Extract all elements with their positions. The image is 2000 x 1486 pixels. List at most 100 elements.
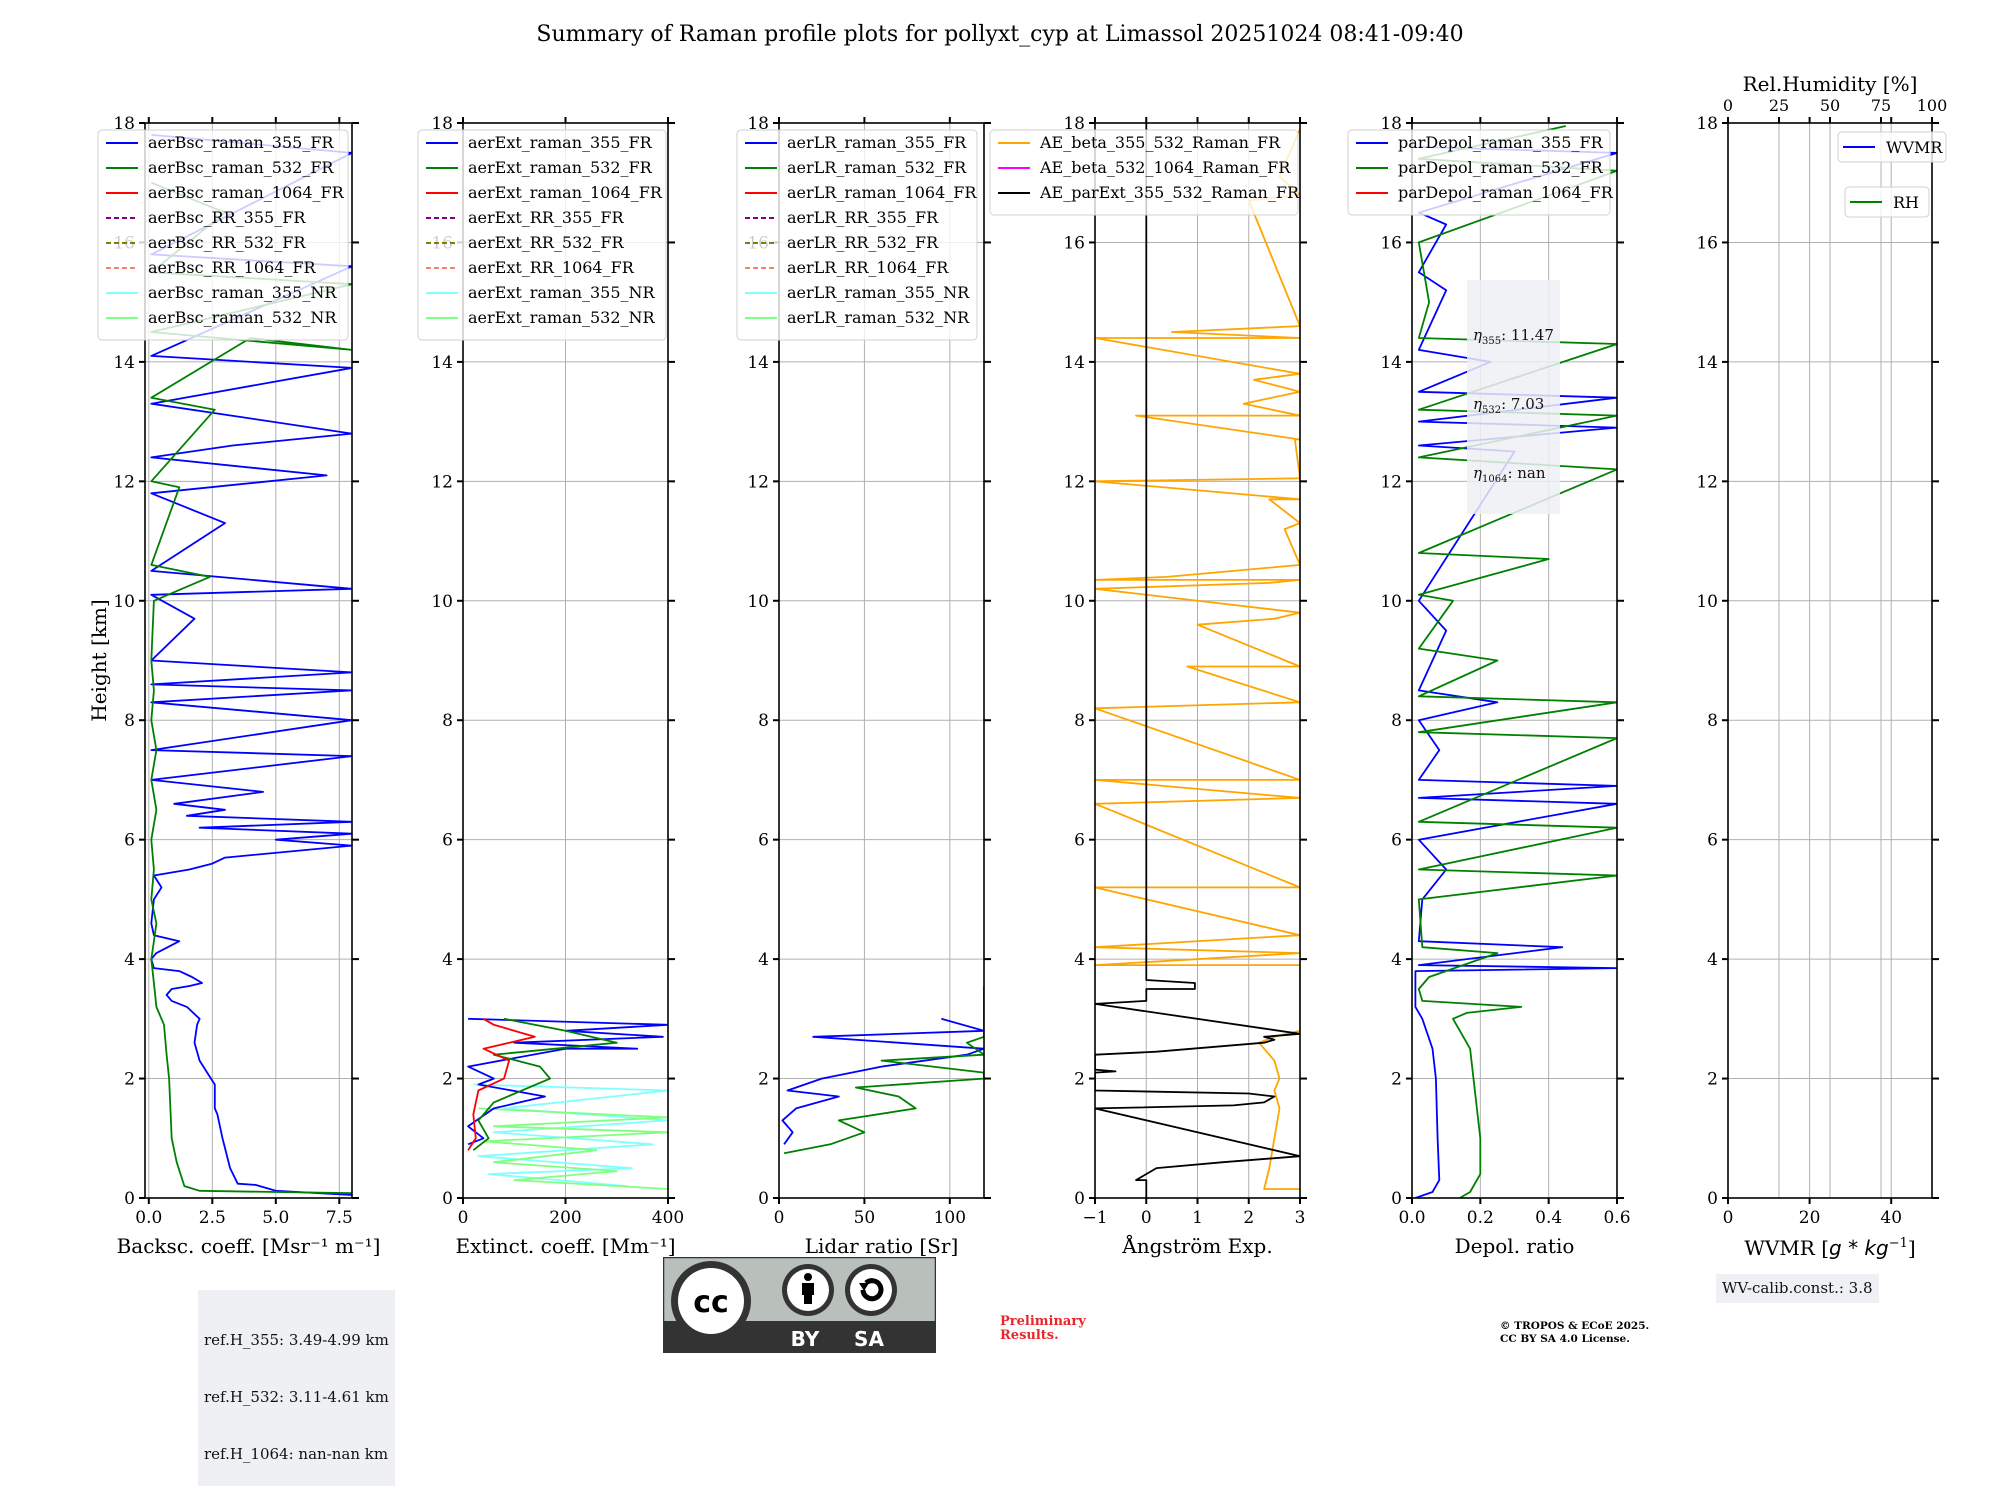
reference-heights-box: ref.H_355: 3.49-4.99 km ref.H_532: 3.11-… xyxy=(198,1290,395,1486)
y-tick-label: 16 xyxy=(1696,233,1718,253)
y-tick-label: 10 xyxy=(747,592,769,612)
svg-text:BY: BY xyxy=(791,1327,820,1351)
y-tick-label: 0 xyxy=(1391,1189,1402,1209)
legend-label: aerExt_RR_355_FR xyxy=(468,208,625,227)
y-tick-label: 6 xyxy=(1074,831,1085,851)
y-tick-label: 12 xyxy=(1380,472,1402,492)
y-tick-label: 14 xyxy=(1696,353,1718,373)
legend-label: aerLR_RR_355_FR xyxy=(787,208,939,227)
top-x-tick-label: 0 xyxy=(1723,96,1733,115)
eta-1064: η1064: nan xyxy=(1473,464,1546,485)
legend-label: aerBsc_RR_532_FR xyxy=(148,233,306,252)
x-tick-label: 0.0 xyxy=(1398,1208,1425,1228)
axes-frame xyxy=(778,122,985,1199)
legend-box xyxy=(736,129,978,341)
panel-extinction: 0200400024681012141618Extinct. coeff. [M… xyxy=(417,114,684,1258)
y-tick-label: 2 xyxy=(1391,1070,1402,1090)
panel-depol: 0.0 0.2 0.4 0.6 0 2 4 6 8 10 12 14 16 18 Depol. ratio p… xyxy=(1347,114,1631,1258)
x-tick-label: 2 xyxy=(1243,1208,1254,1228)
y-tick-label: 4 xyxy=(758,950,769,970)
x-tick-label: 400 xyxy=(652,1208,684,1228)
eta-355: η355: 11.47 xyxy=(1473,326,1554,347)
y-tick-label: 2 xyxy=(1074,1070,1085,1090)
figure-title: Summary of Raman profile plots for polly… xyxy=(536,22,1464,47)
eta-box: η355: 11.47 η532: 7.03 η1064: nan xyxy=(1467,280,1560,514)
y-tick-label: 12 xyxy=(113,472,135,492)
legend-label: aerExt_raman_1064_FR xyxy=(468,183,663,202)
x-tick-label: 40 xyxy=(1880,1208,1902,1228)
y-tick-label: 4 xyxy=(442,950,453,970)
y-tick-label: 2 xyxy=(442,1070,453,1090)
y-tick-label: 14 xyxy=(747,353,769,373)
y-tick-label: 10 xyxy=(113,592,135,612)
series-parDepol_raman_355_FR xyxy=(1414,146,1617,1198)
legend-label: aerLR_raman_355_FR xyxy=(787,133,967,152)
y-tick-label: 6 xyxy=(1707,831,1718,851)
x-tick-label: 50 xyxy=(854,1208,876,1228)
legend-label: aerExt_raman_355_NR xyxy=(468,283,656,302)
y-tick-label: 8 xyxy=(442,711,453,731)
y-tick-label: 18 xyxy=(431,114,453,134)
x-tick-label: 0.4 xyxy=(1535,1208,1562,1228)
legend-label: AE_beta_532_1064_Raman_FR xyxy=(1039,158,1291,177)
x-axis-label: Backsc. coeff. [Msr⁻¹ m⁻¹] xyxy=(117,1234,381,1258)
legend: WVMR RH xyxy=(1837,131,1947,218)
top-x-tick-label: 75 xyxy=(1871,96,1891,115)
axes-frame xyxy=(1411,122,1618,1199)
y-tick-label: 6 xyxy=(124,831,135,851)
legend-box xyxy=(1347,129,1611,216)
panel-wvmr_rh: 0 20 40 0 2 4 6 8 10 12 14 16 18 WVMR [g * kg−1] 0 25 50… xyxy=(1696,72,1947,1260)
x-tick-label: 0.2 xyxy=(1467,1208,1494,1228)
cc-by-sa-badge: cc BY SA xyxy=(663,1257,936,1353)
y-tick-label: 4 xyxy=(1707,950,1718,970)
x-tick-label: 2.5 xyxy=(199,1208,226,1228)
panel-backscatter: 0.02.55.07.5024681012141618Backsc. coeff… xyxy=(87,114,380,1258)
y-tick-label: 6 xyxy=(758,831,769,851)
y-tick-label: 18 xyxy=(747,114,769,134)
legend-label: aerBsc_RR_355_FR xyxy=(148,208,306,227)
series-aerExt_raman_355_FR xyxy=(467,1017,668,1146)
x-tick-label: 3 xyxy=(1295,1208,1306,1228)
legend-box xyxy=(417,129,667,341)
y-tick-label: 2 xyxy=(124,1070,135,1090)
panel-lidar_ratio: 050100024681012141618Lidar ratio [Sr]aer… xyxy=(736,114,991,1258)
y-tick-label: 6 xyxy=(442,831,453,851)
legend: parDepol_raman_355_FR parDepol_raman_532_… xyxy=(1347,129,1614,216)
top-x-axis-label: Rel.Humidity [%] xyxy=(1743,72,1918,96)
legend: aerBsc_raman_355_FR aerBsc_raman_532_FRae… xyxy=(97,129,349,341)
y-tick-label: 0 xyxy=(1707,1189,1718,1209)
legend-label: WVMR xyxy=(1886,138,1943,157)
y-tick-label: 12 xyxy=(747,472,769,492)
y-tick-label: 4 xyxy=(124,950,135,970)
y-tick-label: 2 xyxy=(758,1070,769,1090)
legend-label: parDepol_raman_532_FR xyxy=(1398,158,1604,177)
y-tick-label: 10 xyxy=(431,592,453,612)
legend-label: aerLR_raman_1064_FR xyxy=(787,183,977,202)
legend-box xyxy=(989,129,1299,216)
series-aerLR_raman_532_FR xyxy=(783,986,984,1155)
x-tick-label: 0 xyxy=(1141,1208,1152,1228)
svg-text:cc: cc xyxy=(693,1285,729,1320)
x-tick-label: 0 xyxy=(774,1208,785,1228)
x-tick-label: 0.0 xyxy=(135,1208,162,1228)
x-tick-label: 20 xyxy=(1799,1208,1821,1228)
legend-label: aerLR_RR_532_FR xyxy=(787,233,939,252)
legend: aerLR_raman_355_FR aerLR_raman_532_FR aerL… xyxy=(736,129,978,341)
top-x-tick-label: 25 xyxy=(1769,96,1789,115)
legend-label: RH xyxy=(1893,193,1919,212)
series-aerExt_raman_532_FR xyxy=(472,1017,618,1151)
y-tick-label: 4 xyxy=(1391,950,1402,970)
y-tick-label: 18 xyxy=(1380,114,1402,134)
y-tick-label: 18 xyxy=(1063,114,1085,134)
legend-label: aerBsc_raman_532_NR xyxy=(148,308,337,327)
x-tick-label: 5.0 xyxy=(262,1208,289,1228)
y-tick-label: 16 xyxy=(1380,233,1402,253)
legend: aerExt_raman_355_FR aerExt_raman_532_FRae… xyxy=(417,129,667,341)
legend-label: aerLR_raman_355_NR xyxy=(787,283,970,302)
y-tick-label: 4 xyxy=(1074,950,1085,970)
legend-box xyxy=(1837,131,1947,163)
y-tick-label: 6 xyxy=(1391,831,1402,851)
copyright-note: © TROPOS & ECoE 2025. CC BY SA 4.0 Licen… xyxy=(1500,1320,1650,1345)
y-tick-label: 0 xyxy=(1074,1189,1085,1209)
